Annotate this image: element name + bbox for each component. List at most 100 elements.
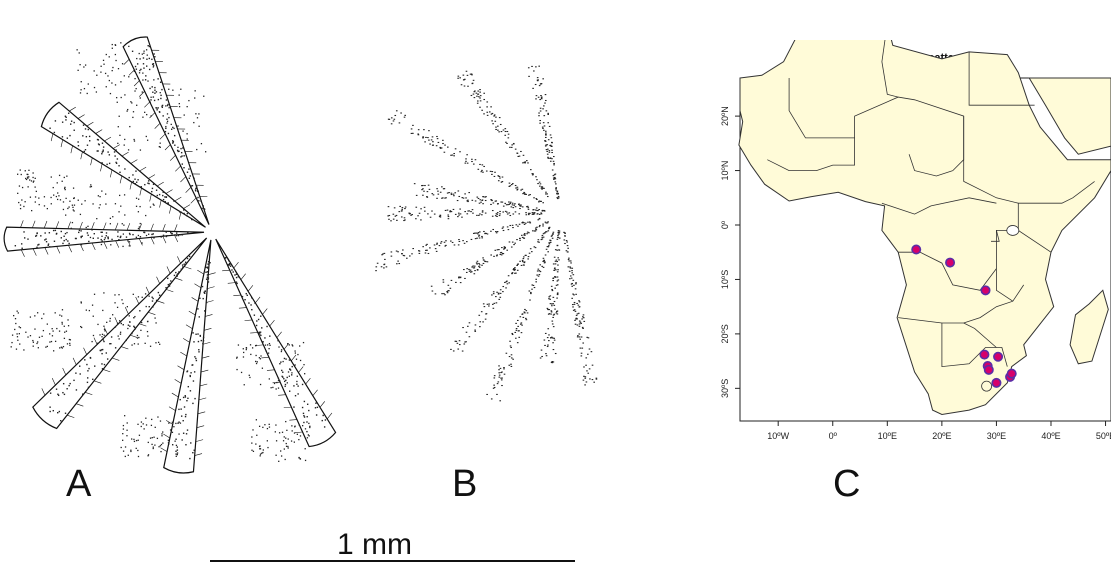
stipple-dot bbox=[151, 86, 153, 88]
stipple-dot bbox=[428, 188, 431, 190]
stipple-dot bbox=[324, 419, 327, 421]
stipple-dot bbox=[508, 355, 511, 358]
stipple-dot bbox=[261, 367, 264, 369]
stipple-dot bbox=[47, 243, 50, 245]
stipple-dot bbox=[442, 281, 445, 283]
stipple-dot bbox=[153, 53, 155, 55]
stipple-dot bbox=[303, 415, 305, 417]
stipple-dot bbox=[555, 269, 557, 271]
stipple-dot bbox=[550, 235, 553, 237]
stipple-dot bbox=[146, 113, 148, 116]
spine bbox=[150, 237, 155, 245]
stipple-dot bbox=[488, 305, 490, 307]
valve-lobe-4 bbox=[32, 237, 208, 430]
stipple-dot bbox=[470, 211, 472, 213]
stipple-dot bbox=[143, 50, 145, 52]
stipple-dot bbox=[409, 255, 411, 257]
stipple-dot bbox=[88, 367, 90, 370]
stipple-dot bbox=[510, 354, 513, 356]
stipple-dot bbox=[186, 171, 189, 173]
stipple-dot bbox=[551, 290, 554, 292]
stipple-dot bbox=[474, 232, 476, 234]
stipple-dot bbox=[535, 98, 537, 100]
spine bbox=[222, 269, 230, 272]
stipple-dot bbox=[537, 79, 539, 81]
stipple-dot bbox=[471, 74, 473, 76]
stipple-dot bbox=[519, 316, 522, 318]
stipple-dot bbox=[46, 323, 48, 325]
stipple-dot bbox=[161, 435, 163, 437]
stipple-dot bbox=[175, 234, 178, 237]
stipple-dot bbox=[504, 128, 507, 130]
stipple-dot bbox=[86, 381, 89, 384]
stipple-dot bbox=[447, 290, 450, 292]
stipple-dot bbox=[207, 277, 210, 279]
stipple-dot bbox=[557, 257, 560, 259]
stipple-dot bbox=[114, 84, 117, 86]
stipple-dot bbox=[478, 235, 480, 237]
stipple-dot bbox=[306, 430, 308, 433]
stipple-dot bbox=[530, 293, 532, 295]
stipple-dot bbox=[554, 308, 556, 310]
stipple-dot bbox=[155, 342, 157, 344]
stipple-dot bbox=[424, 184, 426, 187]
spine bbox=[86, 121, 94, 127]
stipple-dot bbox=[555, 259, 558, 261]
stipple-dot bbox=[536, 270, 539, 272]
stipple-dot bbox=[393, 118, 396, 120]
stipple-dot bbox=[106, 358, 109, 360]
stipple-dot bbox=[132, 111, 135, 113]
stipple-dot bbox=[527, 208, 530, 210]
spine bbox=[129, 181, 132, 190]
stipple-dot bbox=[159, 343, 161, 345]
spine bbox=[159, 133, 166, 140]
stipple-dot bbox=[458, 344, 461, 346]
spine bbox=[227, 282, 236, 284]
stipple-dot bbox=[275, 440, 278, 442]
stipple-dot bbox=[63, 393, 66, 396]
stipple-dot bbox=[490, 106, 492, 108]
stipple-dot bbox=[516, 264, 518, 266]
stipple-dot bbox=[457, 244, 460, 246]
spine bbox=[55, 221, 60, 229]
stipple-dot bbox=[161, 104, 164, 107]
stipple-dot bbox=[441, 186, 443, 188]
stipple-dot bbox=[544, 145, 547, 147]
stipple-dot bbox=[285, 420, 287, 423]
spine bbox=[240, 273, 246, 280]
x-tick-label: 10ºE bbox=[878, 431, 897, 441]
stipple-dot bbox=[380, 266, 383, 268]
y-tick-label: 10ºN bbox=[720, 161, 730, 181]
stipple-dot bbox=[519, 237, 521, 239]
stipple-dot bbox=[387, 215, 389, 217]
stipple-dot bbox=[95, 91, 98, 93]
stipple-dot bbox=[19, 169, 21, 171]
stipple-dot bbox=[114, 44, 117, 46]
stipple-dot bbox=[84, 359, 86, 361]
stipple-dot bbox=[538, 213, 541, 215]
stipple-dot bbox=[498, 298, 501, 300]
stipple-dot bbox=[306, 403, 309, 405]
stipple-dot bbox=[464, 162, 467, 164]
stipple-dot bbox=[114, 294, 116, 296]
stipple-dot bbox=[119, 331, 122, 333]
stipple-dot bbox=[553, 337, 556, 339]
stipple-dot bbox=[156, 194, 159, 197]
stipple-dot bbox=[182, 147, 184, 149]
stipple-dot bbox=[547, 344, 549, 346]
stipple-dot bbox=[575, 317, 578, 319]
stipple-dot bbox=[167, 283, 170, 286]
stipple-dot bbox=[64, 186, 66, 189]
stipple-dot bbox=[49, 410, 51, 413]
stipple-dot bbox=[206, 276, 209, 279]
stipple-dot bbox=[542, 223, 544, 225]
spine bbox=[103, 241, 108, 249]
stipple-dot bbox=[167, 202, 169, 204]
stipple-dot bbox=[488, 303, 490, 305]
stipple-dot bbox=[539, 107, 542, 109]
spine bbox=[166, 420, 173, 425]
stipple-dot bbox=[462, 326, 464, 329]
stipple-dot bbox=[174, 234, 176, 236]
stipple-dot bbox=[512, 142, 515, 145]
stipple-dot bbox=[70, 227, 72, 229]
